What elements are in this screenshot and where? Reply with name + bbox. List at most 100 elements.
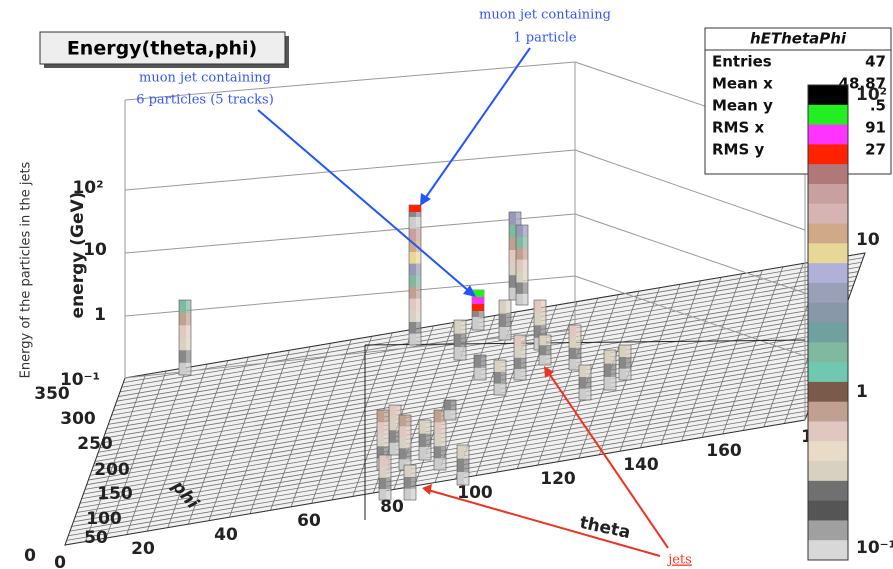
bar-side	[626, 368, 631, 381]
bar-side	[386, 455, 391, 467]
bar-outline	[513, 334, 527, 381]
bar-side	[464, 445, 469, 459]
palette-cell	[808, 322, 848, 343]
bar-side	[406, 459, 411, 471]
bar-segment	[389, 405, 396, 418]
bar-side	[576, 347, 581, 360]
bar-outline	[456, 444, 470, 486]
bar-side	[416, 333, 421, 346]
phi-tick-label: 250	[77, 434, 113, 454]
bar-segment	[474, 355, 481, 368]
bar-segment	[377, 434, 384, 447]
palette-cell	[808, 441, 848, 462]
bar-segment	[539, 355, 546, 366]
bar-segment	[379, 455, 386, 467]
palette-label: 10⁻¹	[856, 538, 893, 558]
bar-side	[416, 310, 421, 322]
stats-rows: Entries 47 Mean x 48.87 Mean y .5 RMS x 91 RMS y…	[712, 53, 886, 159]
bar-segment	[377, 410, 384, 423]
bar-outline	[578, 364, 592, 401]
bar-side	[626, 356, 631, 369]
bar-segment	[409, 275, 416, 287]
bar-segment	[409, 251, 416, 264]
bar-side	[611, 350, 616, 364]
palette-label: 10²	[856, 85, 887, 105]
bar-segment	[619, 345, 626, 357]
bar-side	[541, 300, 546, 313]
phi-tick-label: 0	[24, 546, 36, 566]
bar-segment	[389, 430, 396, 443]
bar-outline	[418, 419, 432, 461]
bar-segment	[494, 360, 501, 372]
bar-segment	[516, 259, 523, 272]
bar-side	[586, 365, 591, 377]
bar-outline	[515, 224, 529, 306]
bar-segment	[454, 333, 461, 347]
bar-segment	[179, 350, 186, 363]
bar-segment	[379, 477, 386, 490]
palette-cell	[808, 461, 848, 482]
bar-segment	[419, 433, 426, 447]
bar-side	[461, 333, 466, 347]
bar-side	[451, 400, 456, 411]
grid-line	[123, 257, 864, 384]
palette-cell	[808, 144, 848, 165]
bar-segment	[516, 225, 523, 237]
grid-line	[119, 266, 861, 393]
bar-side	[406, 426, 411, 438]
bar-side	[576, 336, 581, 348]
bar-side	[501, 371, 506, 384]
bar-segment	[409, 298, 416, 311]
stats-value: 91	[865, 119, 886, 137]
bar-segment	[604, 350, 611, 364]
bar-side	[186, 325, 191, 338]
palette-cell	[808, 342, 848, 363]
arrow-head	[463, 285, 476, 297]
bar-segment	[389, 417, 396, 431]
bar-segment	[509, 287, 516, 301]
bar-side	[186, 312, 191, 326]
arrow	[423, 47, 531, 201]
bar-side	[384, 434, 389, 447]
palette-cell	[808, 540, 848, 561]
bar-side	[521, 357, 526, 370]
bar-segment	[509, 262, 516, 276]
bar-side	[523, 225, 528, 237]
bar-segment	[409, 263, 416, 276]
palette-label: 1	[856, 382, 868, 402]
bar-outline	[378, 454, 392, 501]
bar-segment	[604, 376, 611, 391]
bar-segment	[179, 362, 186, 376]
stats-label: Mean x	[712, 75, 773, 93]
bar-segment	[509, 249, 516, 263]
bar-side	[386, 488, 391, 501]
grid-line	[116, 275, 857, 402]
bar-side	[396, 430, 401, 443]
floor-edge	[64, 252, 866, 546]
palette-cell	[808, 164, 848, 185]
bar-segment	[377, 446, 384, 459]
palette-cell	[808, 480, 848, 502]
bar-segment	[409, 228, 416, 241]
bar-side	[441, 458, 446, 471]
bar-top	[472, 290, 484, 297]
palette-cell	[808, 520, 848, 541]
bar-segment	[434, 410, 441, 423]
bar-side	[451, 410, 456, 421]
bar-segment	[604, 363, 611, 377]
bar-side	[384, 410, 389, 423]
bar-side	[506, 313, 511, 327]
bar-outline	[603, 349, 617, 391]
arrow	[547, 371, 669, 549]
bar-segment	[499, 326, 506, 341]
bar-segment	[569, 325, 576, 337]
bar-outline	[433, 409, 447, 471]
bar-side	[396, 405, 401, 418]
title: Energy(theta,phi)	[67, 38, 257, 60]
bar-segment	[569, 336, 576, 348]
palette-cell	[808, 282, 848, 304]
bar-segment	[399, 448, 406, 460]
phi-tick-label: 100	[86, 509, 122, 529]
